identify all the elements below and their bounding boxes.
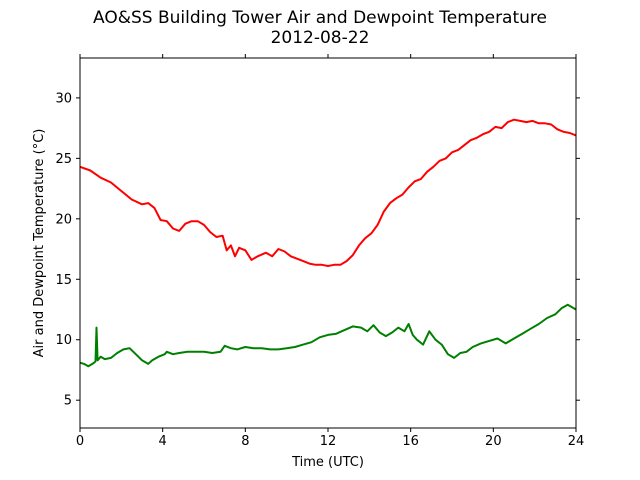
y-tick-label: 15 xyxy=(55,273,72,288)
x-tick-label: 24 xyxy=(568,434,585,449)
x-tick-label: 4 xyxy=(159,434,167,449)
air-temperature-line xyxy=(79,118,577,267)
chart-subtitle: 2012-08-22 xyxy=(270,28,370,48)
y-tick-label: 10 xyxy=(55,333,72,348)
plot-frame xyxy=(79,57,577,429)
y-tick-label: 5 xyxy=(64,394,72,409)
x-tick-label: 0 xyxy=(76,434,84,449)
y-axis-label: Air and Dewpoint Temperature (°C) xyxy=(32,129,47,358)
y-tick-label: 30 xyxy=(55,91,72,106)
x-tick-label: 8 xyxy=(241,434,249,449)
series-lines xyxy=(79,118,577,368)
x-tick-label: 16 xyxy=(402,434,419,449)
x-axis-label: Time (UTC) xyxy=(291,455,364,470)
chart-title: AO&SS Building Tower Air and Dewpoint Te… xyxy=(92,8,547,28)
x-axis-ticks: 0 4 8 12 16 20 24 xyxy=(76,54,584,449)
y-tick-label: 20 xyxy=(55,212,72,227)
dewpoint-temperature-line xyxy=(79,303,577,368)
x-tick-label: 20 xyxy=(485,434,502,449)
x-tick-label: 12 xyxy=(320,434,337,449)
y-tick-label: 25 xyxy=(55,152,72,167)
y-axis-ticks: 5 10 15 20 25 30 xyxy=(55,91,580,409)
